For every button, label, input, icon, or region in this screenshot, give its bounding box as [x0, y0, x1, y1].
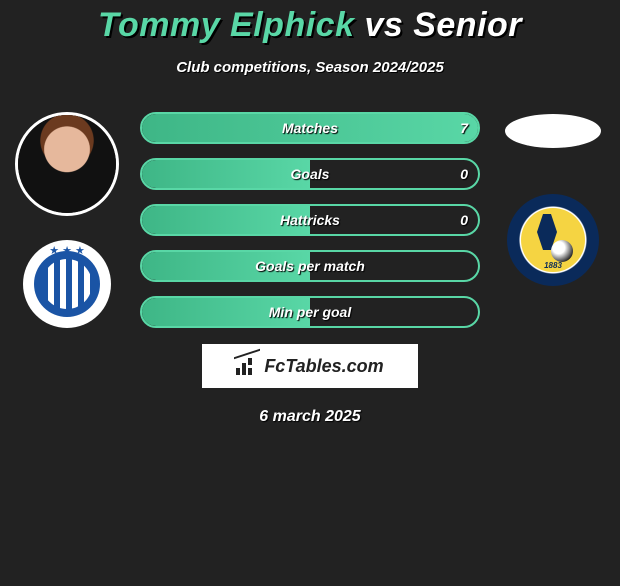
ball-icon	[551, 240, 573, 262]
stat-bar-goals: Goals 0	[140, 158, 480, 190]
stat-value: 0	[460, 166, 468, 182]
stat-label: Goals	[291, 166, 330, 182]
comparison-card: Tommy Elphick vs Senior Club competition…	[0, 6, 620, 426]
stat-label: Min per goal	[269, 304, 351, 320]
player2-avatar-placeholder	[505, 114, 601, 148]
main-row: ★★★ Matches 7 Goals 0 Hattricks 0	[0, 112, 620, 328]
club-crest-icon: 1883	[507, 194, 599, 286]
stat-bar-goals-per-match: Goals per match	[140, 250, 480, 282]
stat-bar-min-per-goal: Min per goal	[140, 296, 480, 328]
title-vs: vs	[364, 6, 403, 44]
stat-label: Hattricks	[280, 212, 340, 228]
club-year: 1883	[544, 261, 562, 270]
stats-column: Matches 7 Goals 0 Hattricks 0 Goals per …	[140, 112, 480, 328]
player2-club-logo: 1883	[505, 192, 601, 288]
page-title: Tommy Elphick vs Senior	[0, 6, 620, 45]
club-crest-icon	[34, 251, 100, 317]
bar-chart-icon	[236, 357, 258, 375]
stat-bar-hattricks: Hattricks 0	[140, 204, 480, 236]
brand-box: FcTables.com	[202, 344, 418, 388]
right-column: 1883	[498, 112, 608, 288]
stat-fill	[142, 160, 310, 188]
stat-value: 7	[460, 120, 468, 136]
avatar-face-icon	[18, 115, 116, 213]
brand-text: FcTables.com	[264, 356, 383, 377]
player1-club-logo: ★★★	[23, 240, 111, 328]
stat-label: Goals per match	[255, 258, 365, 274]
stat-value: 0	[460, 212, 468, 228]
subtitle: Club competitions, Season 2024/2025	[0, 59, 620, 76]
title-player1: Tommy Elphick	[98, 6, 355, 44]
player1-avatar	[15, 112, 119, 216]
title-player2: Senior	[413, 6, 522, 44]
stat-label: Matches	[282, 120, 338, 136]
stat-bar-matches: Matches 7	[140, 112, 480, 144]
left-column: ★★★	[12, 112, 122, 328]
date: 6 march 2025	[0, 408, 620, 426]
